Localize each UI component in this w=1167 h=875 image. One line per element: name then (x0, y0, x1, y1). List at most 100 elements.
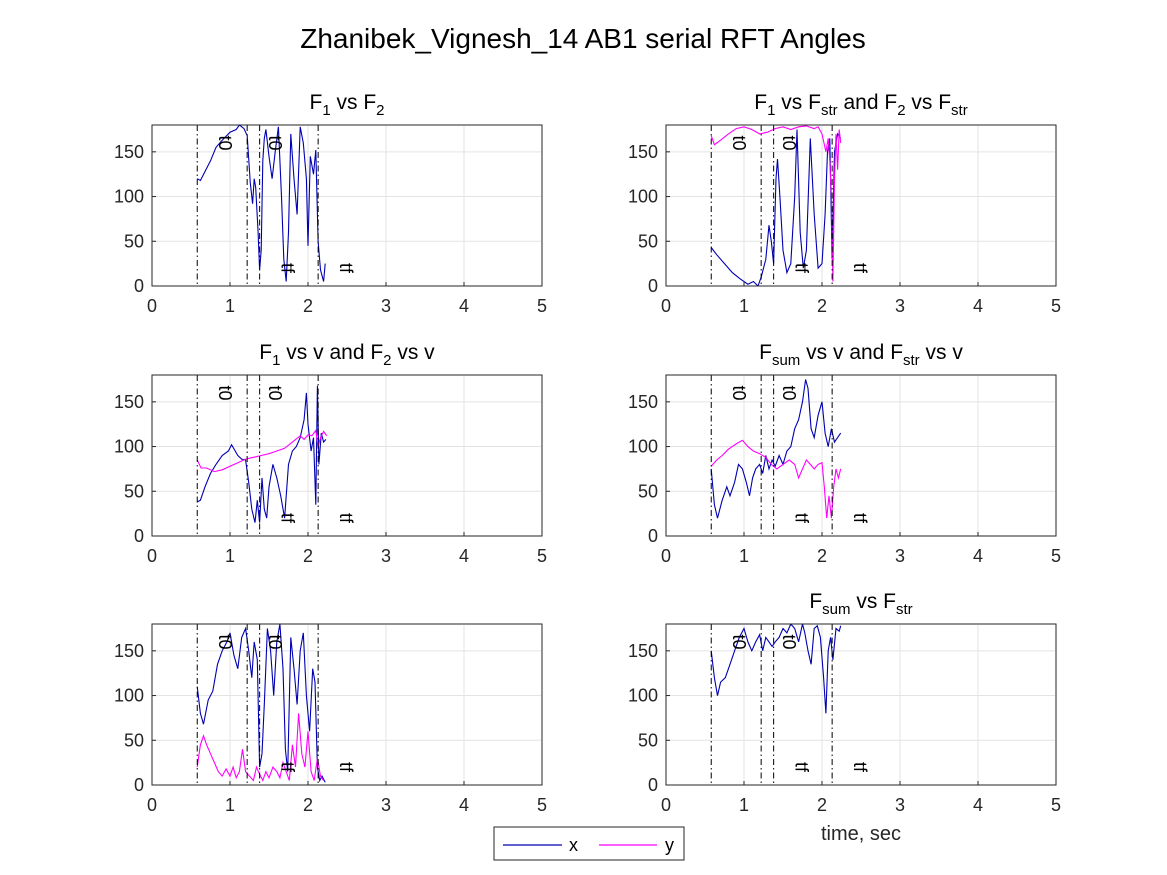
y-tick-label: 0 (134, 526, 144, 546)
x-tick-label: 0 (147, 795, 157, 815)
x-axis-label: time, sec (821, 823, 901, 845)
series-line-x (196, 385, 327, 523)
x-tick-label: 3 (895, 296, 905, 316)
figure-title: Zhanibek_Vignesh_14 AB1 serial RFT Angle… (300, 23, 866, 54)
y-tick-label: 150 (628, 142, 658, 162)
x-tick-label: 3 (381, 296, 391, 316)
event-marker-label: tf (278, 513, 298, 524)
subplot-title: Fsum vs Fstr (809, 590, 912, 618)
series-line-x (196, 125, 326, 282)
y-tick-label: 50 (124, 231, 144, 251)
x-tick-label: 2 (303, 546, 313, 566)
event-marker-label: t0 (215, 385, 235, 400)
x-tick-label: 0 (147, 546, 157, 566)
subplot-title: Fsum vs v and Fstr vs v (759, 341, 963, 369)
x-tick-label: 0 (661, 795, 671, 815)
axis-box (151, 124, 543, 287)
event-marker-label: t0 (729, 634, 749, 649)
x-tick-label: 1 (225, 296, 235, 316)
x-tick-label: 5 (1051, 546, 1061, 566)
y-tick-label: 100 (114, 437, 144, 457)
subplot-title: F1 vs Fstr and F2 vs Fstr (754, 91, 967, 119)
x-tick-label: 4 (973, 296, 983, 316)
event-marker-label: tf (336, 513, 356, 524)
y-tick-label: 50 (638, 730, 658, 750)
x-tick-label: 3 (381, 546, 391, 566)
plot-area (151, 374, 543, 537)
plot-area (151, 623, 543, 786)
event-marker-label: t0 (215, 634, 235, 649)
event-marker-label: tf (792, 513, 812, 524)
series-line-x (710, 624, 842, 714)
y-tick-label: 100 (114, 187, 144, 207)
x-tick-label: 3 (895, 546, 905, 566)
x-tick-label: 1 (739, 795, 749, 815)
event-marker-label: t0 (779, 135, 799, 150)
y-tick-label: 0 (134, 276, 144, 296)
event-marker-label: t0 (779, 634, 799, 649)
subplot-title: F1 vs v and F2 vs v (259, 341, 435, 369)
event-marker-label: tf (278, 762, 298, 773)
x-tick-label: 5 (537, 546, 547, 566)
x-tick-label: 1 (739, 546, 749, 566)
series-line-y (710, 125, 842, 282)
y-tick-label: 150 (628, 392, 658, 412)
plot-area (665, 374, 1057, 537)
legend[interactable]: x y (493, 826, 685, 861)
y-tick-label: 150 (628, 641, 658, 661)
x-tick-label: 1 (739, 296, 749, 316)
event-marker-label: tf (850, 263, 870, 274)
event-marker-label: t0 (779, 385, 799, 400)
event-marker-label: t0 (215, 135, 235, 150)
x-tick-label: 5 (1051, 296, 1061, 316)
x-tick-label: 4 (973, 795, 983, 815)
y-tick-label: 50 (124, 481, 144, 501)
x-tick-label: 2 (303, 296, 313, 316)
x-tick-label: 2 (817, 546, 827, 566)
x-tick-label: 3 (381, 795, 391, 815)
event-marker-label: tf (336, 762, 356, 773)
event-marker-label: t0 (265, 385, 285, 400)
legend-box (493, 826, 685, 861)
legend-label-x: x (569, 835, 578, 855)
y-tick-label: 150 (114, 142, 144, 162)
x-tick-label: 1 (225, 546, 235, 566)
event-marker-label: t0 (729, 135, 749, 150)
y-tick-label: 0 (648, 775, 658, 795)
axis-box (665, 124, 1057, 287)
event-marker-label: t0 (265, 634, 285, 649)
x-tick-label: 0 (661, 296, 671, 316)
series-line-y (196, 429, 328, 473)
axis-box (665, 374, 1057, 537)
y-tick-label: 150 (114, 392, 144, 412)
event-marker-label: t0 (729, 385, 749, 400)
x-tick-label: 5 (537, 795, 547, 815)
event-marker-label: t0 (265, 135, 285, 150)
y-tick-label: 100 (628, 686, 658, 706)
subplot-title: F1 vs F2 (309, 91, 384, 119)
y-tick-label: 0 (134, 775, 144, 795)
y-tick-label: 0 (648, 276, 658, 296)
series-line-x (710, 129, 842, 286)
x-axis-label-group: time, sec (821, 823, 901, 845)
series-line-y (196, 713, 325, 782)
x-tick-label: 5 (1051, 795, 1061, 815)
series-line-x (196, 624, 326, 783)
y-tick-label: 50 (124, 730, 144, 750)
x-tick-label: 5 (537, 296, 547, 316)
axis-box (151, 374, 543, 537)
x-tick-label: 4 (459, 296, 469, 316)
x-tick-label: 2 (817, 296, 827, 316)
event-marker-label: tf (278, 263, 298, 274)
event-marker-label: tf (850, 762, 870, 773)
legend-label-y: y (665, 835, 674, 855)
y-tick-label: 50 (638, 481, 658, 501)
plot-area (151, 124, 543, 287)
